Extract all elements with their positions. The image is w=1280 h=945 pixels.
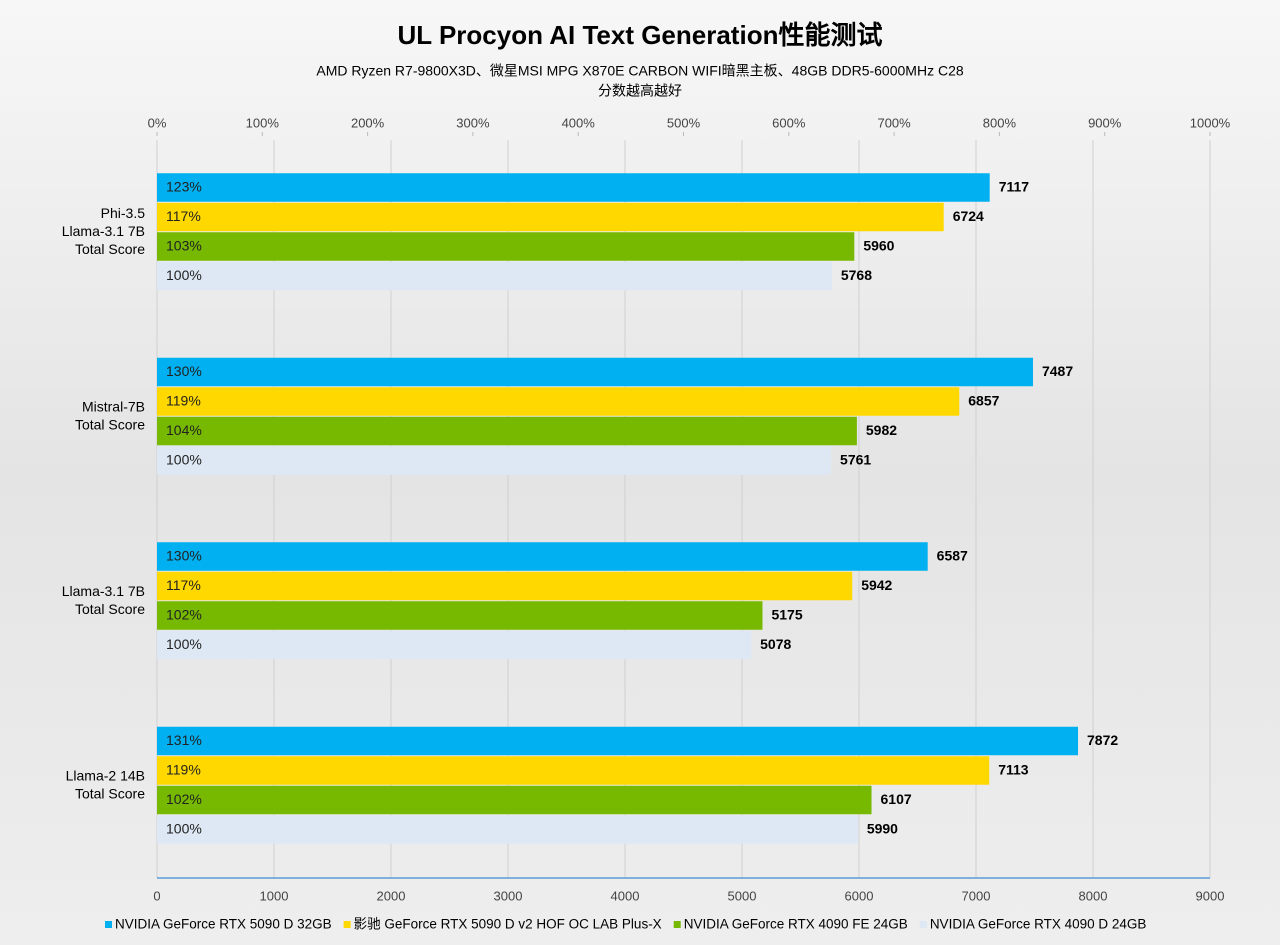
percent-label: 119% (166, 393, 201, 409)
value-label: 7113 (998, 762, 1029, 778)
bar (157, 630, 752, 660)
chart-title: UL Procyon AI Text Generation性能测试 (398, 20, 883, 50)
bar (157, 542, 928, 571)
legend-label: NVIDIA GeForce RTX 4090 FE 24GB (684, 917, 908, 932)
percent-label: 130% (166, 548, 202, 564)
legend-label: NVIDIA GeForce RTX 4090 D 24GB (930, 917, 1147, 932)
x2-tick-label: 500% (667, 115, 701, 130)
x2-tick-label: 0% (148, 115, 167, 130)
x2-tick-label: 800% (983, 115, 1017, 130)
x-tick-label: 3000 (494, 888, 523, 903)
legend-label: NVIDIA GeForce RTX 5090 D 32GB (115, 917, 332, 932)
legend: NVIDIA GeForce RTX 5090 D 32GB 影驰 GeForce… (105, 917, 1146, 932)
x-tick-label: 9000 (1196, 888, 1225, 903)
x2-tick-label: 900% (1088, 115, 1122, 130)
value-label: 5078 (760, 636, 791, 652)
x2-tick-label: 100% (246, 115, 280, 130)
value-label: 5761 (840, 452, 871, 468)
x-tick-label: 0 (153, 888, 160, 903)
percent-label: 119% (166, 762, 201, 778)
legend-label: 影驰 GeForce RTX 5090 D v2 HOF OC LAB Plus… (354, 917, 662, 932)
bar (157, 416, 857, 446)
x2-tick-label: 300% (456, 115, 490, 130)
value-label: 5990 (867, 821, 898, 837)
legend-marker (673, 921, 681, 928)
legend-marker (105, 921, 112, 928)
x-tick-label: 4000 (611, 888, 640, 903)
bar (157, 232, 855, 261)
bar (157, 357, 1033, 387)
y-tick-label: Llama-3.1 7B (62, 223, 145, 239)
percent-label: 100% (166, 267, 202, 283)
bar (157, 571, 853, 601)
bar (157, 785, 872, 815)
percent-label: 117% (166, 577, 201, 593)
legend-marker (919, 921, 927, 928)
value-label: 5175 (771, 607, 802, 623)
value-label: 6107 (881, 791, 912, 807)
value-label: 5942 (861, 577, 892, 593)
percent-label: 103% (166, 238, 202, 254)
value-label: 7872 (1087, 732, 1118, 748)
percent-label: 117% (166, 208, 201, 224)
value-label: 6724 (953, 208, 984, 224)
value-label: 6857 (968, 393, 999, 409)
x2-tick-label: 1000% (1190, 115, 1231, 130)
y-tick-label: Llama-2 14B (66, 767, 145, 783)
chart-note: 分数越高越好 (598, 83, 682, 99)
x-tick-label: 8000 (1079, 888, 1108, 903)
value-label: 5768 (841, 267, 872, 283)
percent-label: 100% (166, 452, 202, 468)
x-tick-label: 7000 (962, 888, 991, 903)
y-tick-label: Mistral-7B (82, 398, 145, 414)
x-tick-label: 6000 (845, 888, 874, 903)
bar (157, 726, 1079, 756)
legend-marker (343, 921, 351, 928)
x2-tick-label: 700% (877, 115, 911, 130)
y-tick-label: Total Score (75, 241, 145, 257)
x2-tick-label: 400% (562, 115, 596, 130)
y-tick-label: Llama-3.1 7B (62, 583, 145, 599)
value-label: 7117 (999, 179, 1030, 195)
percent-label: 102% (166, 607, 202, 623)
x2-tick-label: 600% (772, 115, 806, 130)
bar (157, 173, 990, 202)
plot: 123% 7117 117% 6724 103% 5960 100% 5768 130% 7487… (157, 173, 1118, 844)
value-label: 5982 (866, 422, 897, 438)
x-tick-label: 1000 (260, 888, 289, 903)
y-tick-label: Total Score (75, 601, 145, 617)
value-label: 5960 (863, 238, 894, 254)
percent-label: 100% (166, 821, 202, 837)
x2-tick-label: 200% (351, 115, 385, 130)
x-tick-label: 5000 (728, 888, 757, 903)
y-tick-label: Total Score (75, 416, 145, 432)
y-tick-label: Phi-3.5 (101, 205, 146, 221)
bar (157, 756, 990, 785)
percent-label: 130% (166, 363, 202, 379)
y-tick-label: Total Score (75, 785, 145, 801)
bar (157, 387, 960, 416)
bar (157, 601, 763, 630)
percent-label: 123% (166, 179, 202, 195)
bar (157, 202, 944, 232)
chart-subtitle: AMD Ryzen R7-9800X3D、微星MSI MPG X870E CAR… (316, 63, 963, 79)
x-tick-label: 2000 (377, 888, 406, 903)
percent-label: 102% (166, 791, 202, 807)
percent-label: 131% (166, 732, 202, 748)
bar (157, 815, 858, 844)
percent-label: 104% (166, 422, 202, 438)
bar (157, 261, 832, 291)
value-label: 7487 (1042, 363, 1073, 379)
percent-label: 100% (166, 636, 202, 652)
bar (157, 446, 832, 475)
value-label: 6587 (937, 548, 968, 564)
